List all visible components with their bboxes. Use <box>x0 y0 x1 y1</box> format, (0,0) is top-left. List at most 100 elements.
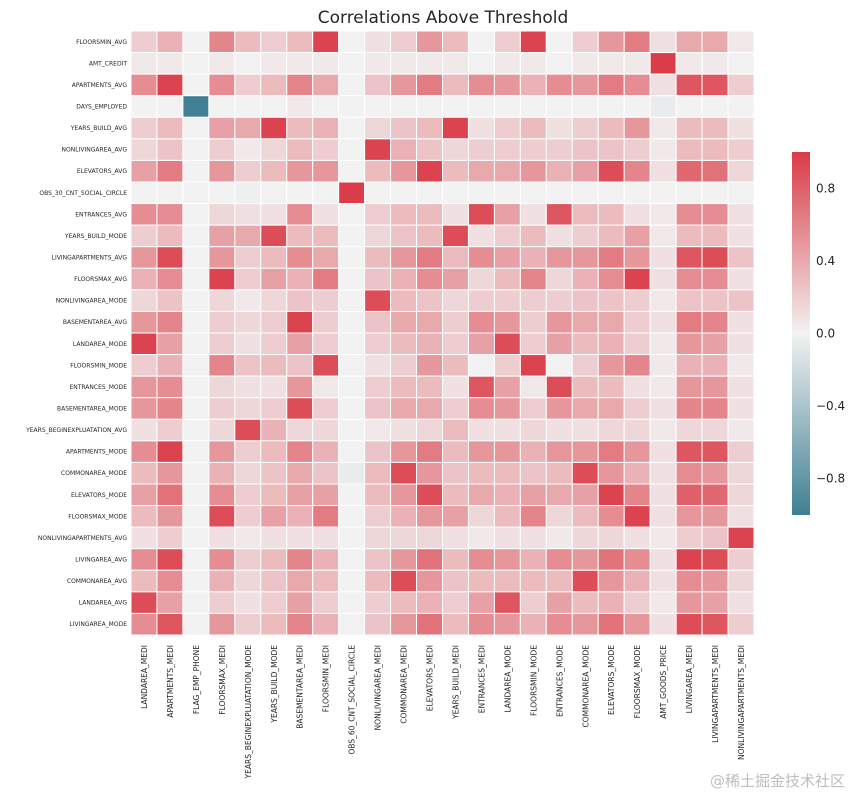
heatmap-cell <box>208 246 236 269</box>
heatmap-cell <box>364 354 392 377</box>
heatmap-cell <box>675 310 703 334</box>
heatmap-cell <box>597 289 625 312</box>
heatmap-cell <box>675 569 703 593</box>
heatmap-cell <box>390 138 418 161</box>
heatmap-cell <box>312 310 340 334</box>
heatmap-cell <box>467 569 495 593</box>
heatmap-cell <box>571 246 599 269</box>
heatmap-cell <box>286 310 314 334</box>
heatmap-cell <box>545 224 573 248</box>
heatmap-cell <box>182 30 210 54</box>
row-label: LIVINGAREA_AVG <box>75 557 127 564</box>
heatmap-cell <box>519 246 547 269</box>
heatmap-cell <box>416 246 443 269</box>
heatmap-cell <box>312 591 340 614</box>
heatmap-cell <box>442 505 469 528</box>
row-label: NONLIVINGAREA_MODE <box>56 298 128 305</box>
heatmap-cell <box>156 246 184 269</box>
heatmap-cell <box>623 526 651 550</box>
heatmap-cell <box>597 440 625 463</box>
heatmap-cell <box>260 224 288 248</box>
heatmap-cell <box>234 375 262 399</box>
heatmap-cell <box>571 569 599 593</box>
heatmap-cell <box>182 418 210 442</box>
heatmap-cell <box>156 95 184 118</box>
heatmap-cell <box>545 246 573 269</box>
heatmap-cell <box>156 483 184 507</box>
heatmap-cell <box>260 375 288 399</box>
heatmap-cell <box>675 224 703 248</box>
heatmap-cell <box>623 440 651 463</box>
heatmap-cell <box>390 461 418 485</box>
heatmap-cell <box>597 246 625 269</box>
column-label: ELEVATORS_MODE <box>607 645 616 715</box>
chart-title: Correlations Above Threshold <box>318 8 569 28</box>
heatmap-cell <box>493 612 521 636</box>
heatmap-cell <box>234 332 262 356</box>
heatmap-cell <box>130 483 158 507</box>
heatmap-cell <box>208 354 236 377</box>
colorbar: −0.8 −0.4 0.0 0.4 0.8 <box>792 152 845 515</box>
heatmap-cell <box>156 52 184 75</box>
row-label: YEARS_BUILD_AVG <box>70 125 128 132</box>
column-label: BASEMENTAREA_MEDI <box>296 645 305 729</box>
heatmap-cell <box>182 52 210 75</box>
heatmap-cell <box>519 332 547 356</box>
heatmap-cell <box>234 181 262 205</box>
heatmap-cell <box>286 73 314 97</box>
column-label: ENTRANCES_MODE <box>555 645 564 717</box>
row-label: BASEMENTAREA_AVG <box>63 319 127 326</box>
heatmap-cell <box>208 526 236 550</box>
heatmap-cell <box>571 440 599 463</box>
heatmap-cell <box>675 418 703 442</box>
heatmap-cell <box>260 52 288 75</box>
heatmap-cell <box>182 203 210 226</box>
heatmap-cell <box>260 569 288 593</box>
heatmap-cell <box>597 116 625 140</box>
heatmap-cell <box>623 332 651 356</box>
heatmap-cell <box>182 181 210 205</box>
heatmap-cell <box>234 505 262 528</box>
heatmap-cell <box>519 354 547 377</box>
heatmap-cell <box>727 159 755 183</box>
heatmap-cell <box>649 505 677 528</box>
heatmap-cell <box>234 246 262 269</box>
heatmap-cell <box>623 354 651 377</box>
heatmap-cell <box>675 526 703 550</box>
heatmap-cell <box>234 569 262 593</box>
heatmap-cell <box>623 267 651 291</box>
row-label: APARTMENTS_AVG <box>72 82 128 89</box>
heatmap-cell <box>286 289 314 312</box>
heatmap-cell <box>260 289 288 312</box>
heatmap-cell <box>442 310 469 334</box>
heatmap-cell <box>493 246 521 269</box>
heatmap-cell <box>442 591 469 614</box>
heatmap-cell <box>701 116 729 140</box>
heatmap-cell <box>701 526 729 550</box>
heatmap-cell <box>649 73 677 97</box>
heatmap-cell <box>130 505 158 528</box>
heatmap-cell <box>701 505 729 528</box>
heatmap-cell <box>467 332 495 356</box>
heatmap-cell <box>182 612 210 636</box>
heatmap-cell <box>519 397 547 420</box>
heatmap-cell <box>130 461 158 485</box>
heatmap-cell <box>467 159 495 183</box>
heatmap-cell <box>182 505 210 528</box>
heatmap-cell <box>338 526 366 550</box>
heatmap-cell <box>364 332 392 356</box>
heatmap-cell <box>364 30 392 54</box>
heatmap-cell <box>467 95 495 118</box>
heatmap-cell <box>597 159 625 183</box>
heatmap-cell <box>701 267 729 291</box>
heatmap-cell <box>312 138 340 161</box>
heatmap-cell <box>260 203 288 226</box>
heatmap-cell <box>571 483 599 507</box>
heatmap-cell <box>727 289 755 312</box>
heatmap-cell <box>701 224 729 248</box>
heatmap-cell <box>416 612 443 636</box>
heatmap-cell <box>727 569 755 593</box>
row-label: FLOORSMIN_MODE <box>70 362 127 369</box>
heatmap-cell <box>597 548 625 571</box>
heatmap-cell <box>416 591 443 614</box>
